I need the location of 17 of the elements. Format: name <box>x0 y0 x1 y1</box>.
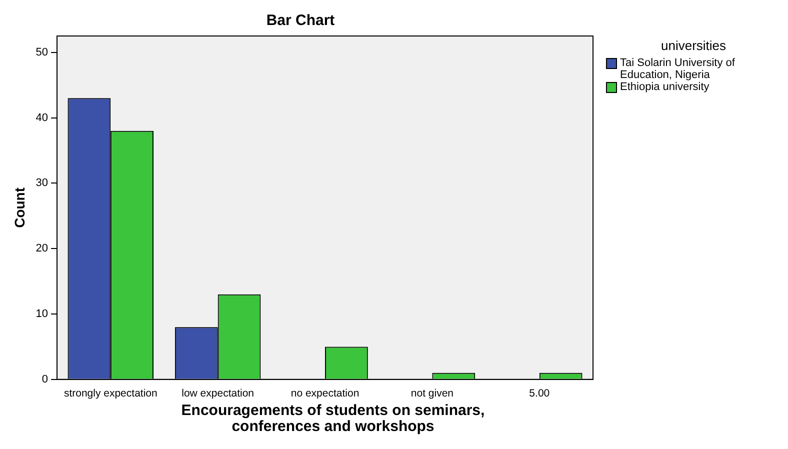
legend-label: Ethiopia university <box>620 81 710 93</box>
x-tick-label: low expectation <box>182 388 254 400</box>
x-tick-label: 5.00 <box>529 388 550 400</box>
y-tick-label: 10 <box>36 308 48 320</box>
legend-title: universities <box>660 38 728 53</box>
y-tick-label: 50 <box>36 46 48 58</box>
x-tick-label: not given <box>410 388 454 400</box>
y-tick-label: 40 <box>36 112 48 124</box>
y-axis-title: Count <box>11 187 28 228</box>
x-axis-title: Encouragements of students on seminars, conferences and workshops <box>180 402 486 435</box>
x-tick-label: no expectation <box>290 388 360 400</box>
y-tick-label: 30 <box>36 177 48 190</box>
chart-title: Bar Chart <box>266 12 335 30</box>
y-tick-label: 20 <box>36 242 48 255</box>
y-tick-label: 0 <box>42 373 48 386</box>
x-tick-label: strongly expectation <box>64 388 158 400</box>
legend-label: Tai Solarin University of Education, Nigeria <box>620 57 736 81</box>
